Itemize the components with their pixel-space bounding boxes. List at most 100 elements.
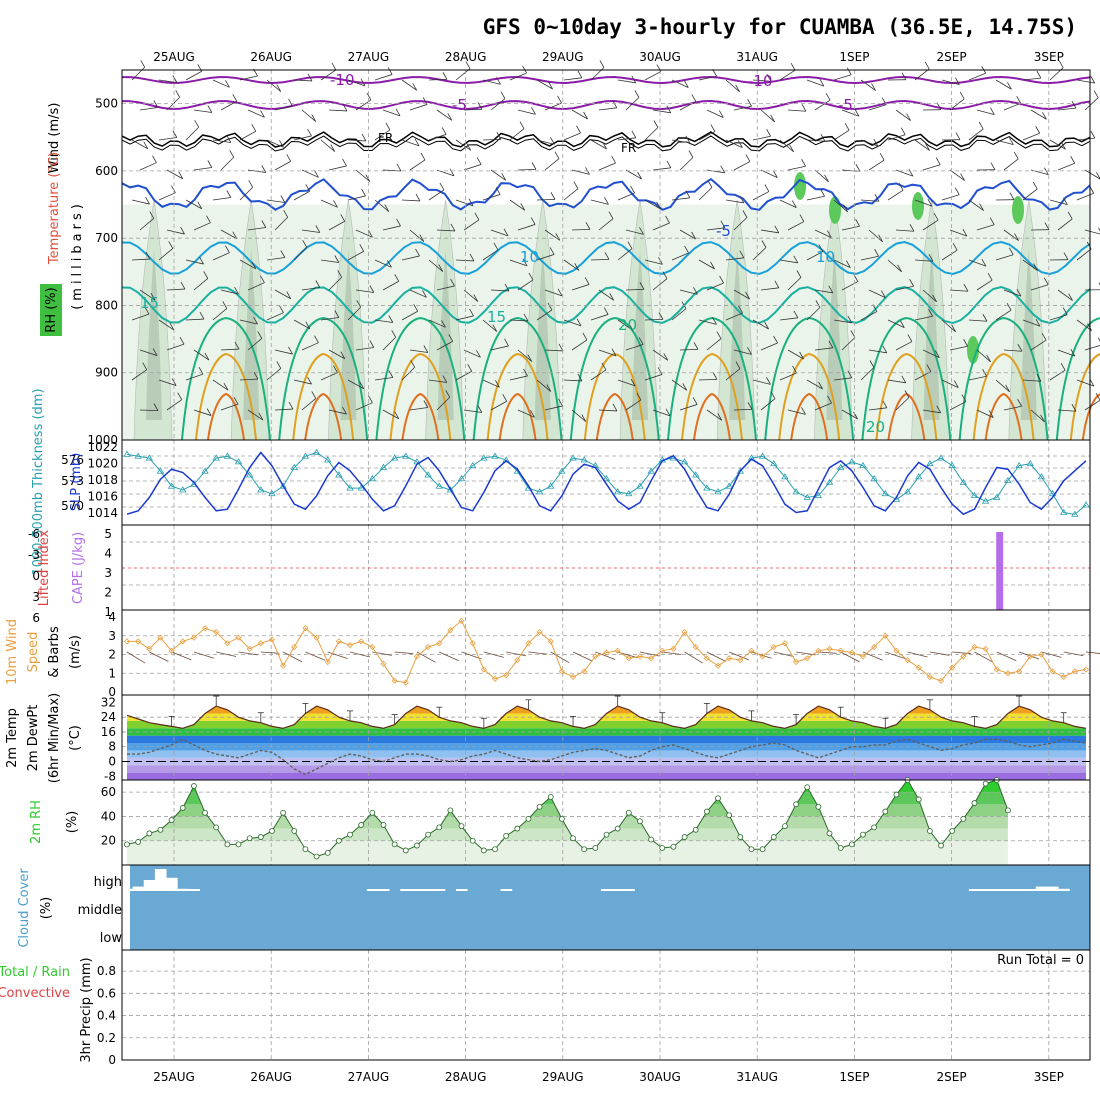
wind-barb-flag: [955, 77, 960, 85]
wind-barb-flag: [276, 361, 282, 369]
wind-barb-shaft: [301, 109, 317, 122]
wind-barb-shaft: [193, 222, 211, 231]
rh-point: [469, 837, 476, 844]
wind10-point: [614, 647, 621, 654]
wind-barb-flag: [638, 337, 644, 345]
cloud-high-bar: [991, 889, 1003, 891]
wind-barb-shaft: [706, 227, 725, 231]
wind-barb-flag: [1071, 100, 1077, 109]
wind10-point: [781, 640, 788, 647]
wind-barb-flag: [1044, 222, 1050, 230]
thickness-point: [1071, 510, 1079, 517]
wind10-point: [592, 653, 599, 660]
wind-barb-shaft: [139, 162, 157, 171]
thickness-point: [1004, 476, 1012, 484]
rh-high-patch: [829, 196, 841, 224]
wind-barb-shaft: [509, 72, 527, 81]
wind-barb-flag: [144, 306, 150, 315]
wind10-point: [748, 647, 755, 654]
wind-barb-flag: [288, 401, 294, 410]
wind-barb-flag: [933, 212, 939, 221]
thickness-point: [257, 486, 265, 493]
wind-barb-flag: [820, 134, 826, 142]
wind-barb-shaft: [266, 79, 282, 92]
wind-barb-shaft: [976, 409, 994, 418]
rh2m-unit: (%): [65, 811, 80, 834]
wind-barb-flag: [854, 108, 860, 117]
precip-tick-label: 0: [108, 1053, 116, 1067]
wind-barb-flag: [194, 120, 200, 128]
wind10-barb: [126, 651, 146, 664]
wind-barb-shaft: [860, 199, 879, 202]
wind-barb-flag: [359, 381, 365, 389]
wind-barb-shaft: [652, 409, 671, 417]
wind-barb-shaft: [725, 368, 741, 381]
wind10-point: [447, 627, 454, 634]
wind-barb-shaft: [301, 287, 320, 291]
rh-band: [127, 816, 1008, 829]
wind-barb-flag: [340, 214, 346, 222]
wind-barb-flag: [368, 230, 373, 238]
wind-barb-shaft: [347, 306, 362, 321]
wind-barb-flag: [519, 121, 525, 129]
wind-barb-shaft: [544, 405, 563, 411]
wind-barb-shaft: [976, 109, 995, 116]
rh-point: [603, 831, 610, 838]
wind10-point: [859, 653, 867, 660]
wind-barb-shaft: [382, 225, 401, 231]
wind-barb-flag: [599, 60, 605, 68]
wind-barb-shaft: [328, 409, 347, 415]
wind-barb-flag: [359, 244, 365, 252]
cape-tick-label: 2: [104, 586, 112, 600]
wind10-barb: [952, 651, 971, 655]
wind-barb-flag: [276, 84, 282, 92]
wind-barb-shaft: [995, 79, 1012, 90]
cloud-high-bar: [1002, 889, 1015, 891]
wind-barb-flag: [873, 138, 879, 147]
temp-band: [127, 706, 1086, 714]
wind-barb-shaft: [401, 366, 416, 381]
temp-line: [126, 705, 1087, 729]
wind-barb-shaft: [922, 164, 941, 171]
wind-barb-flag: [1061, 142, 1066, 150]
wind-barb-flag: [476, 157, 482, 165]
wind-barb-flag: [909, 279, 914, 287]
rh2m-label: 2m RH: [29, 800, 44, 844]
wind-barb-shaft: [355, 229, 373, 238]
wind-barb-flag: [466, 143, 472, 151]
rh-point: [335, 837, 342, 844]
temp-label-a: 2m Temp: [5, 708, 20, 768]
wind-barb-shaft: [814, 402, 832, 411]
wind10-point: [123, 638, 131, 645]
wind-barb-flag: [495, 187, 501, 195]
wind-barb-shaft: [131, 199, 150, 205]
wind-barb-flag: [549, 247, 555, 255]
thickness-point: [1026, 459, 1034, 467]
wind-barb-shaft: [482, 379, 500, 388]
thickness-point: [1048, 489, 1057, 497]
wind-barb-shaft: [293, 379, 312, 385]
thickness-point: [212, 454, 220, 461]
day-label-bottom: 26AUG: [250, 1070, 292, 1084]
wind-barb-flag: [1035, 126, 1041, 134]
wind10-point: [168, 647, 175, 654]
wind-barb-flag: [307, 128, 312, 137]
wind-barb-flag: [450, 223, 456, 232]
rh-line: [124, 777, 1011, 860]
wind10-point: [547, 638, 554, 645]
wind10-point: [358, 638, 365, 645]
wind-barb-flag: [557, 288, 563, 297]
wind-barb-shaft: [158, 319, 175, 331]
rh-point: [436, 824, 443, 831]
wind-barb-shaft: [1030, 284, 1049, 291]
wind10-label-b: Speed: [26, 632, 41, 673]
wind-barb-shaft: [814, 347, 833, 351]
wind-barb-flag: [630, 378, 636, 387]
thickness-point: [915, 473, 923, 480]
wind10-point: [659, 647, 666, 654]
wind-barb-shaft: [212, 252, 230, 261]
wind-barb-flag: [384, 204, 390, 212]
cloud-high-bar: [377, 889, 390, 891]
rh-point: [860, 831, 866, 838]
wind-barb-flag: [226, 135, 232, 143]
